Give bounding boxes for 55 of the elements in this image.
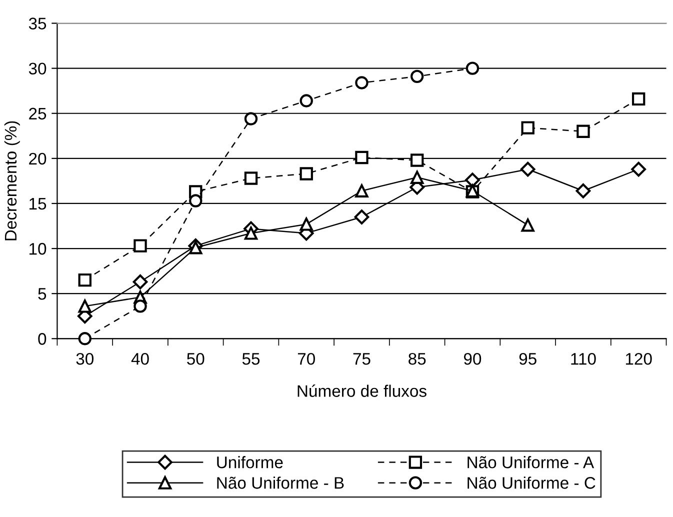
point [78, 332, 92, 346]
x-tick-label: 70 [298, 352, 315, 365]
point [244, 226, 258, 240]
y-tick-label: 35 [28, 18, 46, 30]
x-tick-label: 55 [242, 353, 260, 365]
point [78, 300, 92, 313]
legend-label: Não Uniforme - A [468, 456, 594, 468]
point [134, 300, 147, 313]
point [355, 150, 368, 164]
point [410, 70, 424, 84]
x-tick-label: 90 [464, 352, 482, 365]
y-tick-label: 25 [29, 108, 46, 120]
point [355, 184, 368, 198]
x-tick-label: 120 [626, 352, 652, 365]
x-tick-label: 85 [408, 352, 426, 365]
point [521, 218, 534, 232]
y-tick-label: 30 [28, 62, 46, 75]
point [521, 121, 534, 134]
point [244, 112, 258, 126]
point [576, 124, 590, 138]
point [466, 62, 480, 75]
point [132, 274, 148, 290]
point [78, 273, 92, 287]
point [244, 172, 258, 185]
point [189, 241, 202, 254]
y-axis-title: Decremento (%) [4, 121, 20, 240]
x-axis-title: Número de fluxos [298, 384, 426, 397]
point [631, 162, 646, 177]
point [410, 170, 424, 184]
legend-label: Não Uniforme - C [468, 476, 596, 489]
point [189, 194, 202, 208]
x-tick-label: 95 [519, 352, 536, 365]
point [410, 154, 424, 167]
legend-label: Não Uniforme - B [217, 476, 344, 489]
point [355, 76, 368, 90]
legend-label: Uniforme [217, 456, 283, 468]
x-tick-label: 75 [353, 353, 370, 365]
point [300, 218, 313, 231]
x-tick-label: 110 [571, 352, 596, 365]
y-tick-label: 15 [30, 198, 46, 210]
x-tick-label: 30 [76, 352, 94, 365]
point [632, 92, 646, 106]
point [300, 94, 313, 108]
y-tick-label: 0 [38, 333, 46, 345]
point [300, 167, 313, 180]
x-tick-label: 50 [187, 352, 204, 365]
point [134, 239, 147, 252]
y-tick-label: 10 [30, 242, 46, 255]
point [465, 172, 480, 188]
point [520, 162, 536, 177]
y-tick-label: 5 [38, 288, 46, 300]
y-tick-label: 20 [29, 152, 46, 165]
x-tick-label: 40 [131, 352, 149, 365]
point [576, 183, 591, 198]
point [354, 210, 370, 224]
